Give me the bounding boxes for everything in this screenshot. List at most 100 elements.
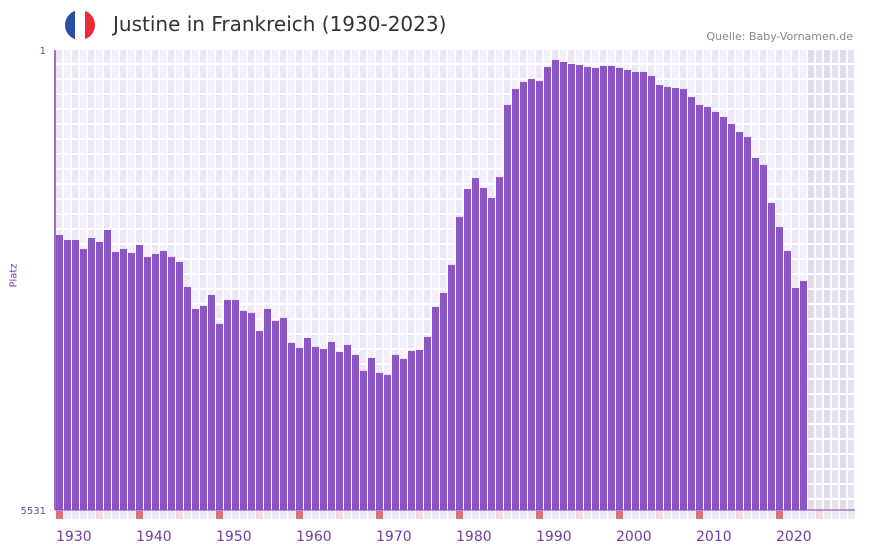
grid-cell	[832, 440, 838, 453]
grid-cell	[104, 110, 110, 123]
bar-1989	[528, 79, 535, 511]
grid-cell	[840, 500, 846, 513]
grid-cell	[80, 80, 86, 93]
grid-cell	[288, 50, 294, 63]
grid-cell	[144, 170, 150, 183]
grid-cell	[320, 335, 326, 348]
grid-cell	[808, 125, 814, 138]
grid-cell	[496, 80, 502, 93]
bar-1976	[424, 336, 431, 510]
grid-cell	[152, 140, 158, 153]
grid-cell	[400, 50, 406, 63]
grid-cell	[480, 80, 486, 93]
grid-cell	[160, 200, 166, 213]
bar-1978	[440, 292, 447, 510]
grid-cell	[760, 95, 766, 108]
grid-cell	[296, 215, 302, 228]
grid-cell	[680, 80, 686, 93]
year-marker	[288, 511, 295, 519]
year-marker	[808, 511, 815, 519]
year-marker	[840, 511, 847, 519]
grid-cell	[232, 170, 238, 183]
grid-cell	[240, 185, 246, 198]
grid-cell	[192, 140, 198, 153]
grid-cell	[224, 110, 230, 123]
bar-1934	[88, 237, 95, 510]
grid-cell	[776, 125, 782, 138]
grid-cell	[176, 80, 182, 93]
grid-cell	[416, 170, 422, 183]
grid-cell	[248, 305, 254, 318]
grid-cell	[440, 65, 446, 78]
grid-cell	[768, 50, 774, 63]
grid-cell	[200, 200, 206, 213]
grid-cell	[264, 260, 270, 273]
grid-cell	[224, 230, 230, 243]
source-link[interactable]: Quelle: Baby-Vornamen.de	[706, 30, 853, 43]
grid-cell	[224, 260, 230, 273]
grid-cell	[368, 290, 374, 303]
grid-cell	[816, 470, 822, 483]
grid-cell	[440, 110, 446, 123]
grid-cell	[96, 50, 102, 63]
grid-cell	[744, 50, 750, 63]
grid-cell	[784, 140, 790, 153]
grid-cell	[336, 140, 342, 153]
grid-cell	[248, 80, 254, 93]
grid-cell	[848, 440, 854, 453]
grid-cell	[240, 200, 246, 213]
grid-cell	[344, 230, 350, 243]
bar-1952	[232, 299, 239, 510]
grid-cell	[480, 155, 486, 168]
bar-1932	[72, 239, 79, 511]
grid-cell	[272, 80, 278, 93]
grid-cell	[352, 275, 358, 288]
year-marker	[312, 511, 319, 519]
grid-cell	[304, 170, 310, 183]
grid-cell	[168, 80, 174, 93]
bar-2007	[672, 88, 679, 510]
grid-cell	[456, 185, 462, 198]
grid-cell	[136, 50, 142, 63]
grid-cell	[456, 200, 462, 213]
grid-cell	[120, 50, 126, 63]
grid-cell	[288, 155, 294, 168]
grid-cell	[448, 170, 454, 183]
bar-1981	[464, 188, 471, 511]
grid-cell	[456, 170, 462, 183]
grid-cell	[256, 110, 262, 123]
grid-cell	[848, 125, 854, 138]
grid-cell	[128, 185, 134, 198]
bar-1933	[80, 248, 87, 510]
grid-cell	[440, 170, 446, 183]
grid-cell	[384, 80, 390, 93]
grid-cell	[216, 170, 222, 183]
bar-2008	[680, 89, 687, 510]
grid-cell	[416, 155, 422, 168]
grid-cell	[200, 290, 206, 303]
grid-cell	[304, 245, 310, 258]
grid-cell	[744, 95, 750, 108]
grid-cell	[816, 410, 822, 423]
grid-cell	[848, 245, 854, 258]
grid-cell	[328, 290, 334, 303]
grid-cell	[216, 125, 222, 138]
grid-cell	[832, 215, 838, 228]
bar-1939	[128, 252, 135, 510]
grid-cell	[384, 110, 390, 123]
grid-cell	[184, 245, 190, 258]
grid-cell	[448, 50, 454, 63]
grid-cell	[816, 140, 822, 153]
grid-cell	[56, 65, 62, 78]
grid-cell	[160, 170, 166, 183]
grid-cell	[360, 170, 366, 183]
grid-cell	[792, 230, 798, 243]
grid-cell	[280, 65, 286, 78]
grid-cell	[816, 350, 822, 363]
grid-cell	[816, 485, 822, 498]
grid-cell	[144, 245, 150, 258]
grid-cell	[328, 140, 334, 153]
grid-cell	[792, 95, 798, 108]
grid-cell	[808, 305, 814, 318]
grid-cell	[848, 140, 854, 153]
